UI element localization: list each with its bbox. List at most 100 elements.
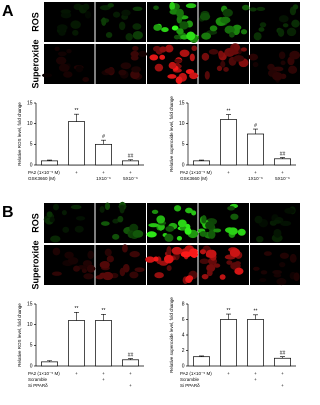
cell <box>129 223 139 232</box>
cell <box>254 215 263 224</box>
cell <box>132 45 139 51</box>
cell <box>191 45 198 52</box>
cell <box>185 207 193 214</box>
bar <box>247 319 264 367</box>
cell <box>86 264 96 273</box>
error-bar <box>226 313 231 320</box>
cell <box>234 267 244 275</box>
treatment-mark: + <box>102 377 105 382</box>
y-tick-label: 4 <box>182 332 185 338</box>
cell <box>130 50 139 58</box>
treatment-mark: 5X10⁻⁶ <box>275 176 290 181</box>
significance-label: ** <box>102 308 106 314</box>
treatment-mark: + <box>281 383 284 388</box>
cell <box>104 68 115 74</box>
treatment-mark: + <box>254 371 257 376</box>
bar <box>41 160 58 166</box>
row-label: Superoxide <box>30 240 40 289</box>
treatment-mark: 1X10⁻⁶ <box>96 176 111 181</box>
cell <box>208 49 219 55</box>
cell <box>272 71 283 81</box>
cell <box>148 223 159 228</box>
y-axis-label: Relative superoxide level, fold change <box>169 297 174 373</box>
cell <box>209 25 218 32</box>
bar <box>122 359 139 367</box>
cell <box>101 17 107 26</box>
cell <box>118 21 126 31</box>
treatment-name: PA2 (1×10⁻⁵ M) <box>180 371 212 376</box>
cell <box>51 271 62 276</box>
cell <box>232 24 242 31</box>
bar <box>193 160 210 166</box>
y-tick-label: 2 <box>182 348 185 354</box>
significance-label: ## <box>128 153 134 159</box>
cell <box>220 16 231 24</box>
cell <box>273 66 284 72</box>
cell <box>189 53 195 62</box>
treatment-name: Si PPARδ <box>180 383 200 388</box>
cell <box>276 278 287 286</box>
cell <box>58 31 66 36</box>
cell <box>252 61 259 68</box>
cell <box>279 252 289 259</box>
cell <box>63 71 73 78</box>
cell <box>67 257 79 265</box>
cell <box>122 244 128 253</box>
cell <box>168 61 177 70</box>
y-tick-label: 10 <box>179 121 185 127</box>
cell <box>159 46 167 53</box>
cell <box>104 202 111 210</box>
significance-label: # <box>254 123 257 129</box>
cell <box>57 24 68 31</box>
cell <box>129 271 139 279</box>
cell <box>292 4 299 10</box>
cell <box>233 43 240 51</box>
y-tick-label: 6 <box>182 317 185 323</box>
bar <box>247 133 264 166</box>
cell <box>149 54 159 61</box>
cell <box>74 225 84 233</box>
cell <box>152 45 161 52</box>
bar <box>95 320 112 367</box>
treatment-name: PA2 (1×10⁻⁵ M) <box>180 170 212 175</box>
cell <box>233 55 245 62</box>
significance-label: ## <box>280 151 286 157</box>
cell <box>120 62 132 70</box>
cell <box>154 272 164 279</box>
error-bar <box>74 311 79 321</box>
cell <box>41 73 53 78</box>
y-axis-label: Relative ROS level, fold change <box>17 102 22 166</box>
cell <box>256 235 264 243</box>
cell <box>55 56 67 65</box>
y-tick-label: 15 <box>27 301 33 307</box>
error-bar <box>101 314 106 321</box>
cell <box>273 228 282 238</box>
treatment-mark: + <box>254 377 257 382</box>
cell <box>52 247 61 256</box>
bar <box>68 121 85 166</box>
panel-label: A <box>2 3 14 20</box>
cell <box>82 77 90 83</box>
cell <box>204 71 210 80</box>
cell <box>99 261 110 269</box>
cell <box>156 215 166 224</box>
cell <box>289 50 300 60</box>
significance-label: ## <box>280 351 286 357</box>
treatment-mark: + <box>129 170 132 175</box>
cell <box>208 229 216 239</box>
y-tick-label: 10 <box>27 121 33 127</box>
cell <box>222 8 233 17</box>
cell <box>112 233 120 240</box>
treatment-mark: + <box>129 371 132 376</box>
cell <box>253 266 260 271</box>
cell <box>179 21 189 30</box>
cell <box>218 50 224 58</box>
cell <box>267 63 275 71</box>
cell <box>167 74 177 79</box>
cell <box>185 275 193 284</box>
cell <box>105 32 113 38</box>
cell <box>226 260 233 265</box>
cell <box>220 60 226 68</box>
cell <box>154 63 164 72</box>
y-tick-label: 0 <box>182 162 185 168</box>
